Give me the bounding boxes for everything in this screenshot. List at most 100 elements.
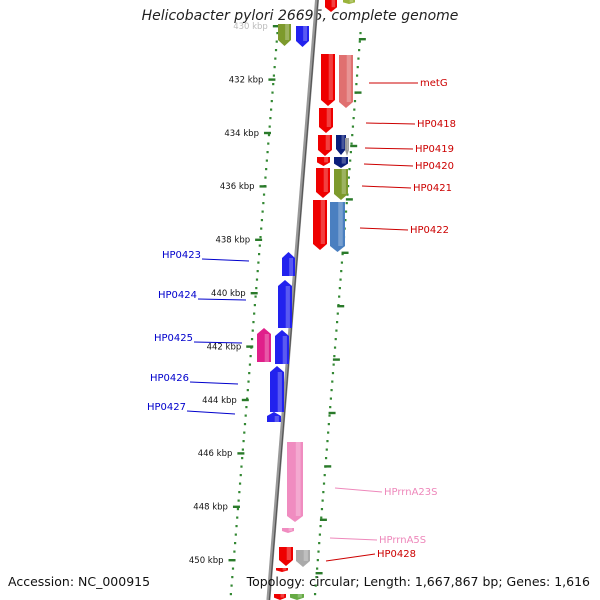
gene-HP0426-highlight bbox=[277, 372, 282, 412]
ruler-tick-label: 442 kbp bbox=[207, 342, 242, 352]
ruler-dot bbox=[327, 423, 330, 426]
gene-label-HP0428: HP0428 bbox=[377, 549, 416, 560]
ruler-dot bbox=[239, 474, 242, 477]
leader-HPrrnA5S bbox=[329, 537, 378, 541]
ruler-dot bbox=[313, 593, 317, 596]
ruler-dot bbox=[335, 329, 338, 332]
ruler-dot bbox=[331, 372, 335, 375]
gene-HP0423 bbox=[282, 252, 295, 276]
ruler-dot bbox=[357, 57, 360, 60]
gene-HP0419-b-highlight bbox=[341, 135, 345, 149]
ruler-tick bbox=[259, 185, 267, 188]
ruler-dot bbox=[334, 338, 337, 341]
ruler-dot bbox=[359, 32, 362, 35]
ruler-tick bbox=[350, 144, 358, 148]
ruler-dot bbox=[269, 108, 273, 111]
ruler-dot bbox=[257, 261, 260, 264]
gene-label-HP0421: HP0421 bbox=[413, 183, 452, 194]
ruler-tick-label: 446 kbp bbox=[198, 449, 233, 459]
gene-bottom-stub-b bbox=[290, 594, 304, 600]
ruler-dot bbox=[270, 100, 273, 103]
ruler-dot bbox=[247, 380, 250, 383]
ruler-tick bbox=[319, 518, 327, 521]
ruler-dot bbox=[254, 295, 257, 298]
ruler-tick bbox=[337, 305, 345, 308]
gene-HP0428 bbox=[279, 547, 293, 566]
ruler-tick bbox=[268, 78, 276, 81]
gene-features bbox=[257, 0, 355, 600]
ruler-dot bbox=[231, 567, 235, 570]
gene-top-blue bbox=[296, 26, 309, 47]
ruler-tick bbox=[250, 292, 258, 295]
gene-HP0420-b bbox=[334, 157, 348, 168]
ruler-dot bbox=[338, 287, 341, 290]
ruler-dot bbox=[320, 516, 323, 519]
gene-HP0428-highlight bbox=[286, 547, 291, 560]
ruler-dot bbox=[329, 406, 332, 409]
ruler-dot bbox=[316, 567, 319, 570]
ruler-dot bbox=[238, 482, 242, 485]
ruler-dot bbox=[358, 49, 361, 52]
gene-HP0426 bbox=[270, 366, 284, 412]
ruler-tick-label: 448 kbp bbox=[193, 503, 228, 513]
ruler-dot bbox=[231, 576, 234, 579]
gene-HPrrnA23S-highlight bbox=[295, 442, 301, 516]
ruler-dot bbox=[260, 219, 264, 222]
gene-top-red bbox=[325, 0, 337, 12]
ruler-dot bbox=[333, 346, 337, 349]
ruler-dot bbox=[240, 465, 243, 468]
gene-HP0425-pink-highlight bbox=[264, 334, 269, 362]
ruler-dot bbox=[250, 338, 254, 341]
ruler-dot bbox=[358, 40, 361, 43]
ruler-dot bbox=[355, 74, 359, 77]
ruler-dot bbox=[258, 253, 261, 256]
gene-HP0418 bbox=[319, 108, 333, 133]
gene-HP0422-b-highlight bbox=[338, 202, 343, 246]
ruler-dot bbox=[323, 474, 326, 477]
gene-metG-rna bbox=[339, 55, 353, 108]
gene-HP0425-highlight bbox=[282, 336, 287, 364]
gene-bottom-stub-highlight bbox=[280, 594, 285, 598]
leader-HP0418 bbox=[365, 122, 416, 125]
ruler-dot bbox=[318, 533, 321, 536]
ruler-dot bbox=[260, 227, 263, 230]
gene-HP0422-b bbox=[330, 202, 345, 252]
ruler-dot bbox=[347, 185, 350, 188]
ruler-tick bbox=[255, 238, 263, 241]
ruler-dot bbox=[237, 499, 240, 502]
gene-label-HPrrnA23S: HPrrnA23S bbox=[384, 487, 438, 498]
leader-HP0422 bbox=[359, 227, 409, 231]
ruler-dot bbox=[350, 142, 353, 145]
ruler-dot bbox=[272, 83, 275, 86]
gene-top-green-highlight bbox=[349, 0, 354, 3]
gene-HP0425-pink bbox=[257, 328, 271, 362]
gene-HP0427 bbox=[267, 412, 281, 422]
ruler-dot bbox=[264, 176, 267, 179]
ruler-dot bbox=[335, 321, 339, 324]
ruler-dot bbox=[265, 168, 268, 171]
ruler-dot bbox=[314, 584, 317, 587]
gene-HP0421 bbox=[316, 168, 330, 198]
ruler-tick-label: 440 kbp bbox=[211, 289, 246, 299]
ruler-dot bbox=[329, 397, 333, 400]
gene-HP0428-b bbox=[296, 550, 310, 567]
ruler-tick bbox=[272, 25, 280, 28]
ruler-tick bbox=[358, 38, 366, 41]
ruler-dot bbox=[340, 270, 343, 273]
gene-top-green bbox=[343, 0, 355, 4]
ruler-dot bbox=[348, 168, 351, 171]
gene-label-HP0423: HP0423 bbox=[162, 250, 201, 261]
ruler-dot bbox=[245, 406, 248, 409]
ruler-tick-label: 450 kbp bbox=[189, 556, 224, 566]
leader-HP0426 bbox=[189, 381, 239, 385]
leader-HP0419 bbox=[364, 147, 414, 150]
ruler-dot bbox=[243, 431, 246, 434]
ruler-dot bbox=[253, 312, 256, 315]
ruler-dot bbox=[255, 287, 258, 290]
ruler-dot bbox=[340, 261, 344, 264]
gene-HP0424-highlight bbox=[285, 286, 290, 328]
gene-HP0425 bbox=[275, 330, 289, 364]
gene-label-HP0425: HP0425 bbox=[154, 333, 193, 344]
leader-HP0421 bbox=[361, 185, 412, 189]
